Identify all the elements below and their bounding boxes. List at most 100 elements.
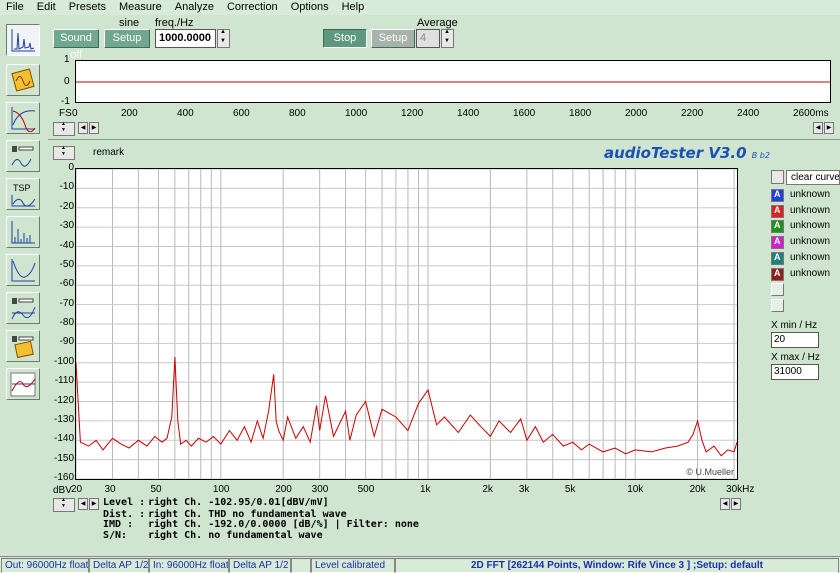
fft-scroll-right[interactable]: ▶: [89, 498, 99, 510]
fft-y-tick: -130: [53, 413, 74, 425]
fft-x-tick: 500: [357, 484, 375, 495]
fft-scroll-left[interactable]: ◀: [78, 498, 88, 510]
time-x-tick: 2200: [681, 108, 704, 119]
time-y-tick: 0: [64, 76, 70, 87]
distortion-button[interactable]: [6, 292, 40, 324]
fft-x-tick: 50: [150, 484, 162, 495]
legend-entry[interactable]: unknown: [771, 267, 837, 282]
fft-x-tick: 2k: [482, 484, 493, 495]
sound-off-button[interactable]: Sound off: [53, 29, 99, 61]
generator-setup-button[interactable]: Setup: [104, 29, 150, 48]
readout-spinner[interactable]: [53, 497, 75, 512]
status-bar: Out: 96000Hz float Delta AP 1/2 In: 9600…: [0, 556, 840, 573]
curve-slot-button[interactable]: [771, 299, 784, 312]
oscilloscope-button[interactable]: [6, 64, 40, 96]
fft-spectrum-plot[interactable]: © U.Mueller: [75, 168, 738, 480]
menu-file[interactable]: File: [6, 1, 24, 13]
impulse-icon: [11, 221, 35, 244]
time-x-tick: 400: [177, 108, 194, 119]
curve-color-swatch[interactable]: [771, 267, 784, 281]
time-scroll-left[interactable]: ◀: [78, 122, 88, 134]
clear-curves-button[interactable]: clear curves: [786, 170, 840, 185]
menu-analyze[interactable]: Analyze: [174, 1, 214, 13]
time-x-tick: 0: [72, 108, 78, 119]
fft-x-tick: 10k: [627, 484, 644, 495]
time-scroll-right-end[interactable]: ▶: [824, 122, 834, 134]
fft-y-tick: -110: [54, 375, 74, 387]
fft-y-tick: -80: [59, 317, 74, 328]
legend-entry[interactable]: unknown: [771, 251, 837, 266]
freq-input[interactable]: 1000.0000: [155, 29, 216, 48]
frequency-response-button[interactable]: [6, 102, 40, 134]
fft-scroll-right-end[interactable]: ▶: [731, 498, 741, 510]
xmax-label: X max / Hz: [771, 352, 820, 363]
distortion-icon: [11, 298, 36, 320]
oscilloscope-icon: [11, 68, 35, 92]
stop-button[interactable]: Stop: [323, 29, 367, 48]
time-domain-plot[interactable]: [75, 60, 831, 103]
fft-x-tick: 200: [275, 484, 292, 495]
speaker-button[interactable]: [6, 330, 40, 362]
curve-color-swatch[interactable]: [771, 204, 784, 218]
fft-spectrum-button[interactable]: [6, 24, 40, 56]
fft-x-tick: 100: [212, 484, 230, 495]
status-output: Out: 96000Hz float: [1, 558, 89, 573]
xmin-input[interactable]: 20: [771, 332, 819, 348]
menu-bar: File Edit Presets Measure Analyze Correc…: [0, 0, 840, 15]
legend-spinner[interactable]: [771, 170, 784, 184]
status-fft: 2D FFT [262144 Points, Window: Rife Vinc…: [395, 558, 839, 573]
waterfall-icon: [11, 259, 36, 282]
svg-text:TSP: TSP: [13, 183, 31, 193]
curve-color-swatch[interactable]: [771, 220, 784, 234]
menu-correction[interactable]: Correction: [226, 1, 278, 13]
status-output-device: Delta AP 1/2: [89, 558, 149, 573]
menu-presets[interactable]: Presets: [68, 1, 106, 13]
fft-y-tick: -60: [59, 278, 74, 290]
transfer-button[interactable]: [6, 368, 40, 400]
time-x-tick: 2400: [737, 108, 760, 119]
fft-y-tick: -150: [53, 452, 74, 464]
tsp-button[interactable]: TSP: [6, 178, 40, 210]
curve-slot-button[interactable]: [771, 283, 784, 296]
status-input-device: Delta AP 1/2: [229, 558, 291, 573]
legend-label: unknown: [790, 189, 831, 200]
legend-entry[interactable]: unknown: [771, 189, 837, 203]
menu-edit[interactable]: Edit: [36, 1, 56, 13]
average-spinner[interactable]: [441, 29, 454, 48]
curve-color-swatch[interactable]: [771, 251, 784, 265]
status-blank: [291, 558, 311, 573]
level-readout-key: Level :: [103, 497, 146, 508]
remark-spinner[interactable]: [53, 145, 75, 160]
menu-measure[interactable]: Measure: [119, 1, 162, 13]
legend-entry[interactable]: unknown: [771, 204, 837, 219]
curve-color-swatch[interactable]: [771, 236, 784, 250]
menu-options[interactable]: Options: [290, 1, 329, 13]
analyzer-setup-button[interactable]: Setup: [371, 29, 415, 48]
impulse-button[interactable]: [6, 216, 40, 248]
legend-entry[interactable]: unknown: [771, 220, 837, 234]
legend-entry[interactable]: unknown: [771, 236, 837, 250]
fft-y-tick: -10: [59, 181, 74, 193]
remark-label: remark: [93, 147, 125, 158]
fft-scroll-left-end[interactable]: ◀: [720, 498, 730, 510]
curve-color-swatch[interactable]: [771, 189, 784, 202]
sweep-button[interactable]: [6, 140, 40, 172]
average-input[interactable]: 4: [416, 29, 440, 48]
fft-y-tick: -70: [59, 297, 74, 309]
time-zoom-spinner[interactable]: [53, 121, 75, 136]
fft-y-tick: -120: [53, 394, 74, 406]
xmax-input[interactable]: 31000: [771, 364, 819, 380]
waterfall-button[interactable]: [6, 254, 40, 286]
time-x-tick: 200: [121, 108, 138, 119]
time-y-tick: 1: [64, 54, 70, 65]
time-scroll-right[interactable]: ▶: [89, 122, 99, 134]
time-scroll-left-end[interactable]: ◀: [813, 122, 823, 134]
fft-x-tick: 30: [104, 484, 116, 495]
freq-spinner[interactable]: [217, 29, 230, 48]
time-y-tick: -1: [61, 96, 70, 107]
fft-x-tick: 30kHz: [726, 484, 755, 495]
fft-x-tick: 5k: [564, 484, 576, 495]
menu-help[interactable]: Help: [341, 1, 365, 13]
average-label: Average: [417, 17, 458, 29]
fft-y-tick: -40: [59, 239, 74, 251]
